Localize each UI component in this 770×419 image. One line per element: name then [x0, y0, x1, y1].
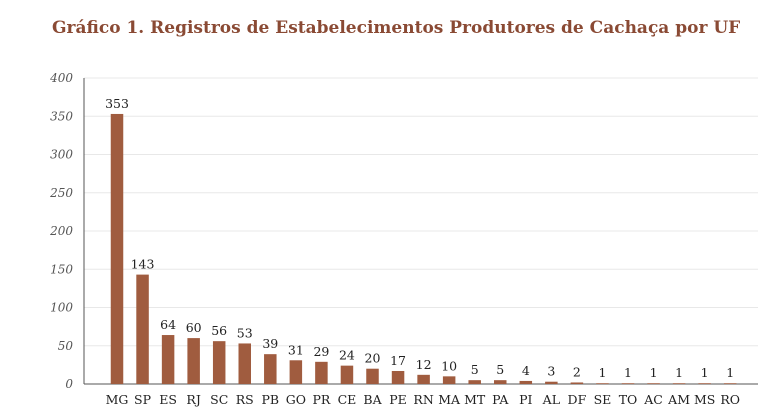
- data-label: 31: [288, 342, 304, 357]
- bar: [110, 113, 124, 384]
- bar: [289, 360, 303, 384]
- x-tick-label: MG: [106, 392, 129, 407]
- data-label: 56: [211, 323, 227, 338]
- bar: [187, 338, 200, 384]
- data-label: 20: [365, 351, 381, 366]
- x-tick-label: PA: [492, 392, 509, 407]
- bar: [340, 365, 354, 384]
- bar: [391, 370, 405, 384]
- y-tick-label: 50: [58, 339, 74, 353]
- data-label: 39: [262, 336, 278, 351]
- y-tick-label: 0: [65, 377, 73, 391]
- x-tick-label: MT: [464, 392, 486, 407]
- x-tick-label: PB: [261, 392, 279, 407]
- bar: [161, 335, 175, 384]
- x-tick-label: PI: [519, 392, 532, 407]
- bar: [468, 380, 481, 384]
- x-tick-label: AL: [542, 392, 560, 407]
- x-tick-label: SC: [210, 392, 228, 407]
- data-label: 24: [339, 348, 355, 363]
- bar: [136, 274, 149, 384]
- x-tick-label: AC: [643, 392, 663, 407]
- x-tick-label: SE: [594, 392, 612, 407]
- data-label: 17: [390, 353, 406, 368]
- data-label: 29: [313, 344, 329, 359]
- x-tick-label: PR: [312, 392, 330, 407]
- bar: [494, 380, 507, 384]
- x-tick-label: MA: [438, 392, 461, 407]
- bar: [417, 374, 430, 384]
- y-tick-label: 150: [50, 262, 73, 276]
- bar: [315, 361, 328, 384]
- x-tick-label: RO: [720, 392, 740, 407]
- bar: [570, 382, 584, 384]
- x-tick-label: BA: [363, 392, 382, 407]
- data-label: 12: [416, 357, 432, 372]
- data-label: 60: [186, 320, 202, 335]
- x-tick-label: PE: [389, 392, 407, 407]
- bar: [621, 383, 635, 385]
- chart-title: Gráfico 1. Registros de Estabelecimentos…: [52, 18, 741, 38]
- data-label: 1: [598, 365, 606, 380]
- x-tick-label: MS: [694, 392, 715, 407]
- x-tick-label: SP: [134, 392, 151, 407]
- y-tick-label: 250: [49, 186, 73, 200]
- x-tick-label: TO: [619, 392, 638, 407]
- data-label: 1: [675, 365, 683, 380]
- bar: [238, 343, 251, 384]
- y-tick-label: 300: [50, 148, 73, 162]
- bar: [366, 368, 379, 384]
- x-tick-label: CE: [338, 392, 357, 407]
- bar: [519, 380, 533, 384]
- x-tick-label: DF: [568, 392, 587, 407]
- data-label: 353: [105, 96, 129, 111]
- data-label: 1: [726, 365, 734, 380]
- bar: [212, 341, 226, 384]
- bar: [596, 383, 609, 385]
- bar: [672, 383, 686, 385]
- data-label: 2: [573, 364, 581, 379]
- data-label: 1: [650, 365, 658, 380]
- x-tick-label: GO: [286, 392, 306, 407]
- bar: [545, 381, 558, 384]
- data-label: 1: [624, 365, 632, 380]
- x-tick-label: ES: [159, 392, 177, 407]
- x-tick-label: RJ: [186, 392, 200, 407]
- bar: [698, 383, 711, 385]
- data-label: 1: [701, 365, 709, 380]
- data-label: 10: [441, 358, 457, 373]
- data-label: 64: [160, 317, 176, 332]
- bar: [723, 383, 737, 385]
- y-tick-label: 100: [50, 301, 73, 315]
- y-tick-label: 350: [50, 109, 73, 123]
- y-tick-label: 400: [49, 71, 73, 85]
- data-label: 143: [131, 257, 155, 272]
- data-label: 3: [547, 364, 555, 379]
- x-tick-label: RN: [413, 392, 433, 407]
- bar: [647, 383, 660, 385]
- data-label: 53: [237, 325, 253, 340]
- x-tick-label: RS: [236, 392, 254, 407]
- y-tick-label: 200: [49, 224, 73, 238]
- data-label: 5: [496, 362, 504, 377]
- x-tick-label: AM: [667, 392, 690, 407]
- data-label: 4: [522, 363, 530, 378]
- data-label: 5: [471, 362, 479, 377]
- bar: [442, 376, 456, 384]
- bar: [264, 354, 277, 384]
